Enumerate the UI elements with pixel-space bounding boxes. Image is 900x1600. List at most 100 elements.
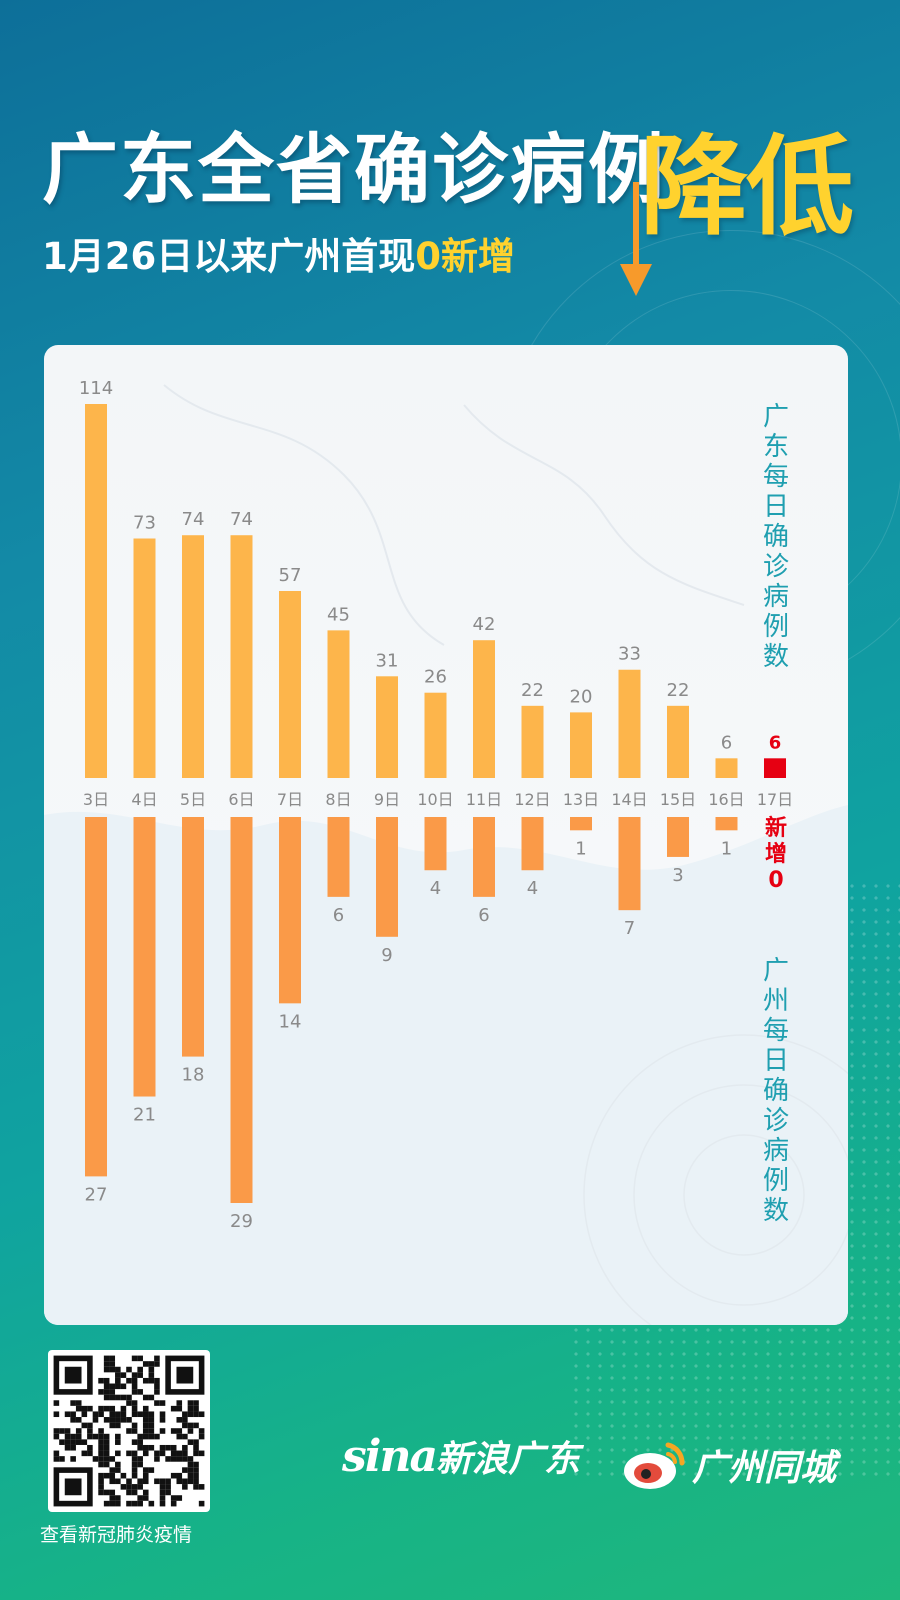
qr-module (115, 1433, 121, 1440)
qr-module (159, 1411, 166, 1418)
qr-module (64, 1478, 82, 1496)
vertical-label-char: 确 (762, 522, 789, 552)
qr-module (81, 1405, 88, 1412)
qr-module (131, 1422, 138, 1429)
qr-module (165, 1456, 171, 1462)
qr-module (159, 1500, 166, 1507)
category-label: 10日 (417, 790, 453, 809)
qr-module (187, 1478, 194, 1485)
vertical-label-char: 广 (762, 402, 789, 432)
sina-logo-mark: sina (342, 1431, 438, 1482)
qr-module (198, 1450, 205, 1457)
qr-module (115, 1411, 121, 1418)
guangdong-bar (279, 591, 301, 778)
qr-module (193, 1450, 199, 1457)
guangdong-bar (182, 535, 204, 778)
category-label: 16日 (708, 790, 744, 809)
category-label: 14日 (611, 790, 647, 809)
guangdong-bar (570, 712, 592, 778)
qr-module (126, 1450, 132, 1457)
qr-module (126, 1377, 132, 1384)
qr-module (109, 1478, 116, 1485)
qr-module (193, 1405, 199, 1412)
qr-module (98, 1484, 104, 1490)
qr-module (142, 1422, 149, 1429)
guangzhou-value-label: 21 (133, 1105, 156, 1126)
vertical-label-char: 例 (762, 1166, 789, 1196)
qr-module (165, 1489, 171, 1496)
qr-module (87, 1428, 93, 1434)
qr-module (64, 1411, 71, 1418)
guangdong-value-label: 73 (133, 513, 156, 534)
qr-module (182, 1444, 188, 1451)
qr-module (120, 1472, 127, 1479)
qr-module (193, 1444, 199, 1451)
weibo-eye-icon (624, 1442, 685, 1489)
qr-module (59, 1439, 65, 1445)
qr-module (109, 1405, 116, 1412)
qr-module (198, 1411, 205, 1418)
qr-module (115, 1439, 121, 1445)
qr-module (115, 1366, 121, 1373)
qr-module (109, 1361, 116, 1367)
qr-module (193, 1467, 199, 1473)
category-label: 15日 (660, 790, 696, 809)
qr-module (109, 1366, 116, 1373)
qr-module (87, 1444, 93, 1451)
qr-module (53, 1400, 60, 1406)
category-label: 17日 (757, 790, 793, 809)
qr-module (187, 1428, 194, 1434)
qr-module (159, 1444, 166, 1451)
qr-module (103, 1383, 110, 1390)
qr-module (182, 1422, 188, 1429)
qr-module (142, 1417, 149, 1423)
qr-module (103, 1394, 110, 1401)
category-label: 8日 (325, 790, 351, 809)
qr-module (131, 1461, 138, 1468)
qr-module (148, 1394, 155, 1401)
qr-module (165, 1444, 171, 1451)
qr-module (103, 1405, 110, 1412)
guangdong-value-label: 57 (279, 565, 302, 586)
category-label: 11日 (466, 790, 502, 809)
guangdong-bar (376, 676, 398, 778)
qr-module (148, 1361, 155, 1367)
qr-module (182, 1450, 188, 1457)
qr-code[interactable] (48, 1350, 210, 1512)
qr-module (115, 1377, 121, 1384)
qr-module (154, 1478, 160, 1485)
category-label: 4日 (131, 790, 157, 809)
qr-module (176, 1400, 183, 1406)
qr-module (148, 1467, 155, 1473)
qr-module (103, 1355, 110, 1362)
category-label: 7日 (277, 790, 303, 809)
qr-module (98, 1489, 104, 1496)
qr-module (142, 1450, 149, 1457)
qr-module (137, 1366, 143, 1373)
qr-module (182, 1411, 188, 1418)
qr-module (92, 1417, 99, 1423)
qr-module (142, 1489, 149, 1496)
qr-module (98, 1405, 104, 1412)
qr-module (159, 1484, 166, 1490)
qr-module (98, 1456, 104, 1462)
qr-module (109, 1355, 116, 1362)
qr-module (53, 1450, 60, 1457)
qr-module (187, 1472, 194, 1479)
qr-module (137, 1433, 143, 1440)
qr-module (64, 1428, 71, 1434)
qr-module (98, 1478, 104, 1485)
qr-module (115, 1417, 121, 1423)
guangdong-value-label: 74 (230, 509, 253, 530)
category-label: 6日 (228, 790, 254, 809)
qr-module (103, 1439, 110, 1445)
qr-module (103, 1450, 110, 1457)
qr-module (176, 1428, 183, 1434)
qr-module (137, 1500, 143, 1507)
qr-module (103, 1500, 110, 1507)
qr-module (170, 1405, 177, 1412)
qr-module (126, 1366, 132, 1373)
qr-module (176, 1366, 194, 1384)
qr-module (103, 1489, 110, 1496)
qr-module (142, 1377, 149, 1384)
